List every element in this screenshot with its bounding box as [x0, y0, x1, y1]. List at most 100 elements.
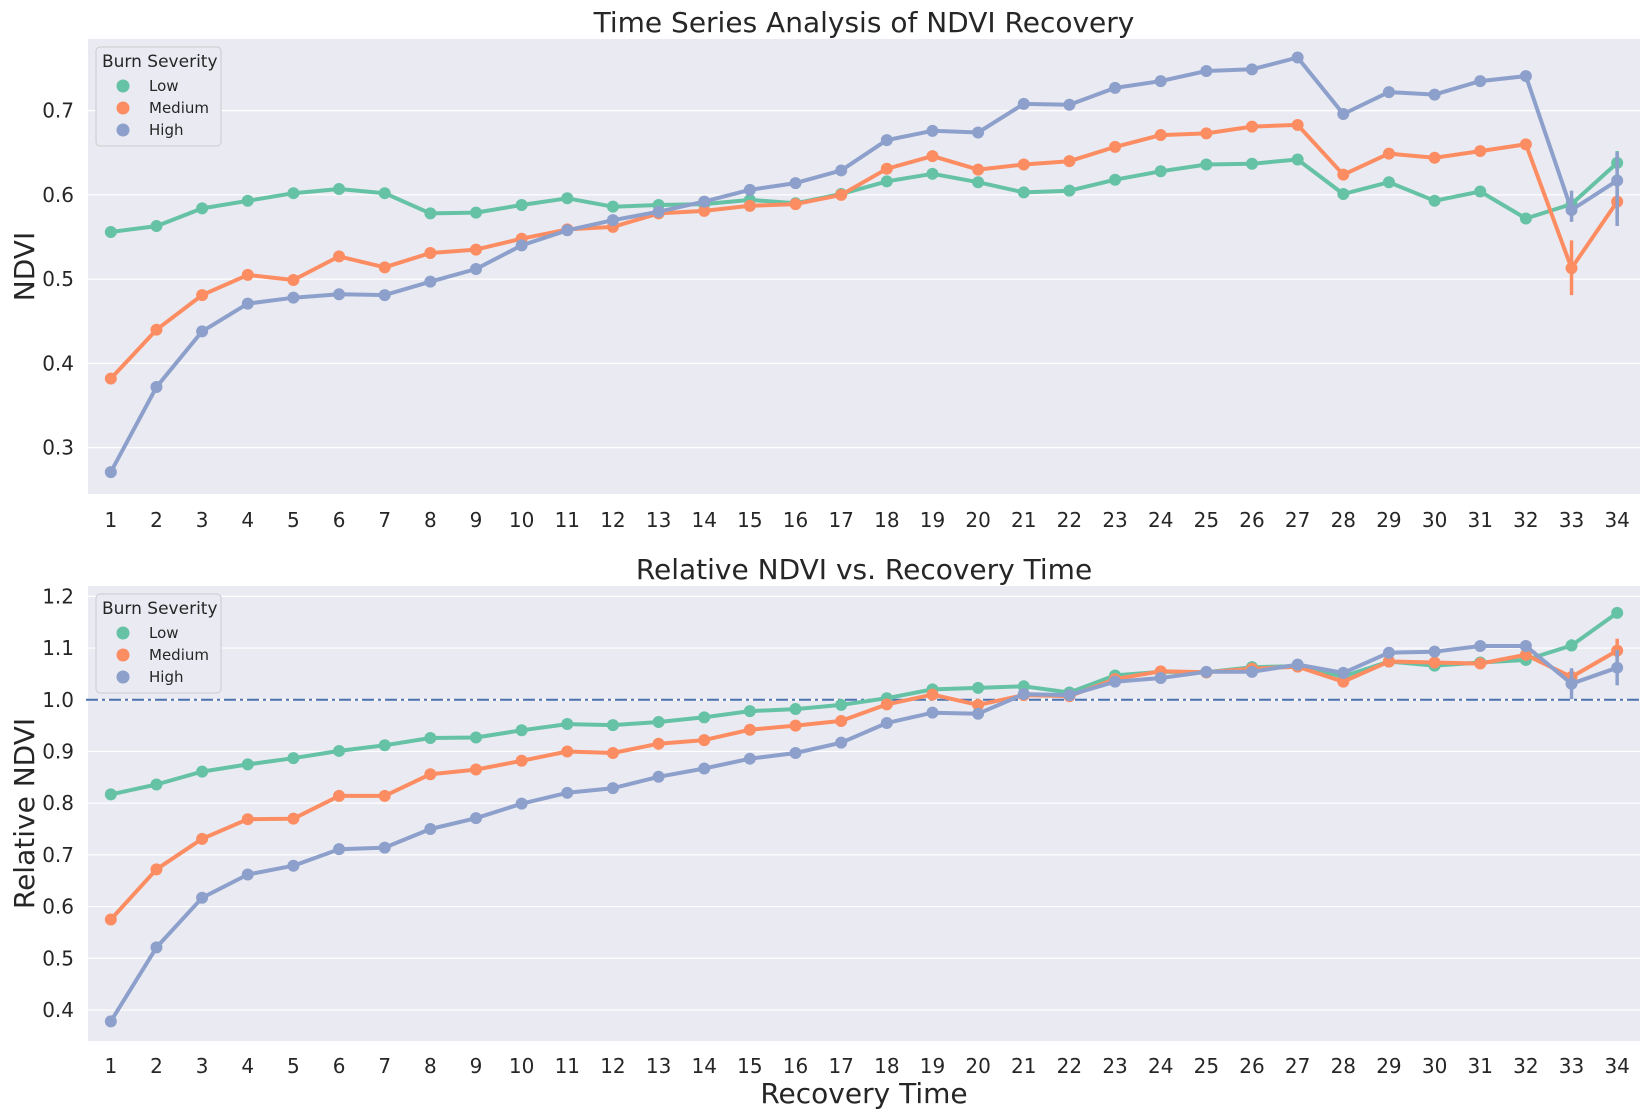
data-point: [1109, 675, 1122, 688]
legend-frame: [95, 46, 222, 147]
x-tick-label: 13: [646, 1054, 671, 1078]
data-point: [287, 291, 300, 304]
data-point: [1474, 75, 1487, 88]
y-tick-labels: 0.4 0.5 0.6 0.7 0.8 0.9 1.0 1.1 1.2: [42, 584, 74, 1022]
x-tick-label: 34: [1604, 508, 1629, 532]
x-tick-label: 26: [1239, 1054, 1264, 1078]
series-line: [109, 644, 1618, 1023]
legend-entries: Low Medium High: [116, 624, 209, 686]
x-tick-label: 2: [150, 508, 163, 532]
x-tick-label: 16: [783, 1054, 808, 1078]
data-point: [972, 707, 985, 720]
data-point: [1428, 194, 1441, 207]
data-point: [652, 737, 665, 750]
x-tick-label: 26: [1239, 508, 1264, 532]
legend-label: High: [149, 668, 183, 686]
data-point: [196, 891, 209, 904]
data-point: [1519, 212, 1532, 225]
x-tick-label: 8: [424, 1054, 437, 1078]
data-point: [150, 778, 163, 791]
data-point: [1154, 165, 1167, 178]
data-point: [743, 752, 756, 765]
legend-marker: [116, 101, 130, 115]
data-point: [1565, 639, 1578, 652]
data-point: [561, 192, 574, 205]
data-point: [150, 863, 163, 876]
y-tick-label: 0.5: [42, 946, 74, 970]
data-point: [1565, 204, 1578, 217]
data-point: [1474, 145, 1487, 158]
x-tick-label: 1: [104, 508, 117, 532]
data-point: [1337, 188, 1350, 201]
x-tick-label: 22: [1057, 508, 1082, 532]
data-point: [1382, 147, 1395, 160]
plot-area: [88, 586, 1640, 1041]
data-point: [104, 466, 117, 479]
data-point: [926, 150, 939, 163]
y-tick-labels: 0.3 0.4 0.5 0.6 0.7: [42, 99, 74, 460]
data-point: [150, 220, 163, 233]
y-axis-label: NDVI: [8, 232, 41, 301]
data-point: [743, 199, 756, 212]
data-point: [515, 239, 528, 252]
data-point: [1382, 655, 1395, 668]
data-point: [1519, 648, 1532, 661]
x-tick-label: 25: [1194, 508, 1219, 532]
series-line: [109, 648, 1619, 921]
series-line: [110, 157, 1619, 234]
data-point: [926, 124, 939, 137]
y-tick-label: 0.9: [42, 739, 74, 763]
data-point: [470, 243, 482, 256]
y-tick-label: 0.3: [42, 436, 74, 460]
data-point: [515, 724, 528, 737]
data-point: [287, 752, 300, 765]
data-point: [1611, 661, 1624, 674]
data-point: [789, 177, 802, 190]
data-point: [1474, 657, 1487, 670]
x-tick-label: 31: [1468, 1054, 1493, 1078]
y-tick-label: 0.7: [42, 99, 74, 123]
x-tick-label: 29: [1376, 508, 1401, 532]
series-line: [109, 55, 1619, 474]
data-point: [150, 323, 163, 336]
x-tick-label: 14: [692, 508, 717, 532]
x-tick-label: 12: [600, 1054, 625, 1078]
data-point: [1109, 140, 1122, 153]
data-point: [789, 703, 802, 716]
data-point: [561, 718, 574, 731]
data-point: [1565, 262, 1578, 275]
x-tick-label: 19: [920, 1054, 945, 1078]
series-high: [104, 639, 1624, 1028]
data-point: [1017, 186, 1030, 199]
data-point: [515, 797, 528, 810]
y-tick-label: 0.7: [42, 843, 74, 867]
data-point: [378, 789, 391, 802]
data-point: [606, 782, 619, 795]
data-point: [470, 812, 482, 825]
x-tick-label: 7: [378, 508, 391, 532]
x-tick-label: 4: [241, 508, 254, 532]
x-tick-label: 15: [737, 1054, 762, 1078]
data-point: [333, 250, 346, 263]
data-point: [104, 372, 117, 385]
data-point: [1017, 158, 1030, 171]
plot-area: [88, 39, 1640, 494]
data-point: [424, 768, 437, 781]
data-point: [1428, 645, 1441, 658]
x-tick-label: 24: [1148, 508, 1173, 532]
data-point: [1382, 86, 1395, 99]
legend-label: Low: [149, 624, 179, 642]
x-tick-label: 17: [828, 1054, 853, 1078]
x-tick-label: 18: [874, 1054, 899, 1078]
x-tick-label: 3: [196, 508, 209, 532]
x-tick-label: 23: [1102, 508, 1127, 532]
data-point: [1017, 688, 1030, 701]
legend-entries: Low Medium High: [116, 77, 209, 139]
data-point: [1428, 656, 1441, 669]
x-tick-label: 28: [1331, 508, 1356, 532]
data-point: [972, 681, 985, 694]
x-tick-label: 17: [828, 508, 853, 532]
data-point: [652, 205, 665, 218]
legend-label: Medium: [149, 99, 209, 117]
